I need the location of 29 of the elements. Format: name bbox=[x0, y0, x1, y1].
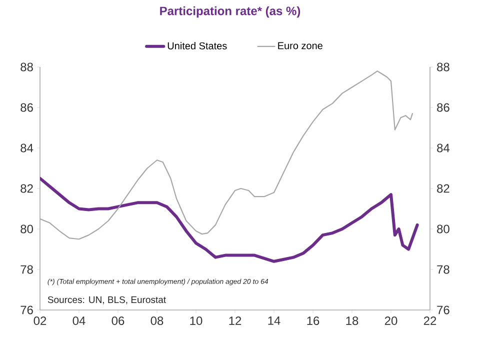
y-tick-label: 88 bbox=[20, 62, 33, 72]
x-tick-label: 16 bbox=[307, 316, 320, 326]
x-tick-label: 04 bbox=[72, 316, 86, 326]
x-tick-label: 12 bbox=[229, 316, 242, 325]
y2-tick-label: 78 bbox=[437, 265, 450, 274]
x-tick-label: 22 bbox=[424, 316, 436, 325]
x-tick-label: 10 bbox=[190, 316, 202, 326]
annotation: Sources: UN, BLS, Eurostat bbox=[48, 296, 166, 304]
x-tick-label: 02 bbox=[34, 316, 46, 326]
legend-label: Euro zone bbox=[278, 42, 322, 50]
y2-tick-label: 88 bbox=[437, 62, 450, 72]
y2-tick-label: 86 bbox=[437, 103, 450, 112]
y2-tick-label: 84 bbox=[437, 144, 450, 152]
x-tick-label: 20 bbox=[384, 316, 398, 326]
y-tick-label: 84 bbox=[20, 144, 34, 152]
y2-tick-label: 80 bbox=[437, 224, 450, 234]
x-tick-label: 14 bbox=[268, 316, 280, 325]
legend-label: United States bbox=[168, 42, 227, 50]
y-tick-label: 76 bbox=[20, 306, 33, 314]
x-tick-label: 08 bbox=[150, 316, 164, 326]
y2-tick-label: 82 bbox=[437, 184, 450, 193]
y-tick-label: 80 bbox=[20, 224, 34, 234]
x-tick-label: 18 bbox=[346, 316, 358, 326]
y-tick-label: 82 bbox=[20, 184, 33, 193]
chart-title: Participation rate* (as %) bbox=[160, 6, 300, 18]
y-tick-label: 86 bbox=[20, 103, 33, 112]
y-tick-label: 78 bbox=[20, 265, 33, 274]
y2-tick-label: 76 bbox=[437, 306, 450, 314]
x-tick-label: 06 bbox=[112, 316, 124, 326]
